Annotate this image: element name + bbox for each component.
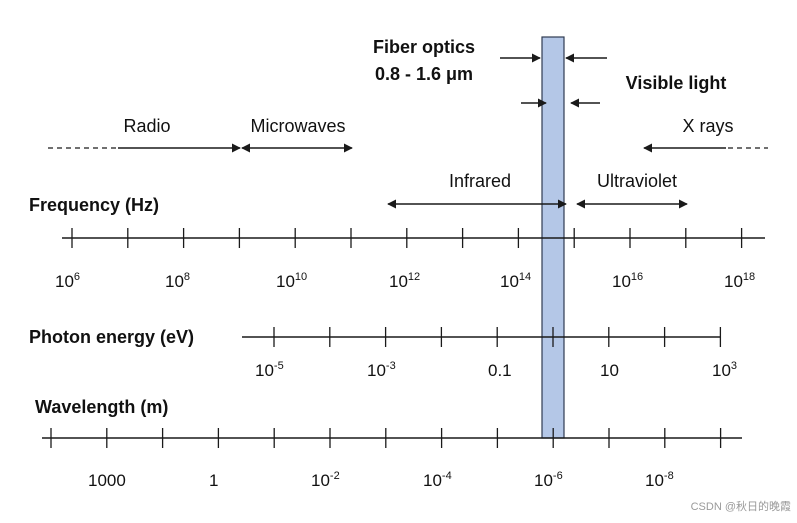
photon-energy-tick-label: 0.1 <box>488 361 512 380</box>
wavelength-axis-title: Wavelength (m) <box>35 397 168 417</box>
photon-energy-tick-label: 103 <box>712 360 737 380</box>
frequency-tick-label: 1012 <box>389 271 420 291</box>
microwaves-label: Microwaves <box>250 116 345 136</box>
wavelength-tick-label: 10-4 <box>423 470 452 490</box>
fiber-optics-label: Fiber optics <box>373 37 475 57</box>
visible-light-label: Visible light <box>626 73 727 93</box>
frequency-tick-label: 108 <box>165 271 190 291</box>
wavelength-tick-label: 1000 <box>88 471 126 490</box>
frequency-axis-title: Frequency (Hz) <box>29 195 159 215</box>
radio-label: Radio <box>123 116 170 136</box>
fiber-range-label: 0.8 - 1.6 μm <box>375 64 473 84</box>
axis-ticks <box>50 228 743 448</box>
frequency-tick-label: 1018 <box>724 271 755 291</box>
frequency-tick-label: 106 <box>55 271 80 291</box>
infrared-label: Infrared <box>449 171 511 191</box>
photon-energy-tick-label: 10-3 <box>367 360 396 380</box>
photon-energy-axis-title: Photon energy (eV) <box>29 327 194 347</box>
ultraviolet-label: Ultraviolet <box>597 171 677 191</box>
photon-energy-tick-label: 10 <box>600 361 619 380</box>
wavelength-tick-label: 10-8 <box>645 470 674 490</box>
wavelength-tick-label: 10-2 <box>311 470 340 490</box>
photon-energy-tick-label: 10-5 <box>255 360 284 380</box>
frequency-tick-label: 1014 <box>500 271 531 291</box>
frequency-tick-label: 1010 <box>276 271 307 291</box>
wavelength-tick-label: 10-6 <box>534 470 563 490</box>
xrays-label: X rays <box>682 116 733 136</box>
frequency-tick-label: 1016 <box>612 271 643 291</box>
watermark: CSDN @秋日的晚霞 <box>691 499 791 513</box>
wavelength-tick-label: 1 <box>209 471 218 490</box>
